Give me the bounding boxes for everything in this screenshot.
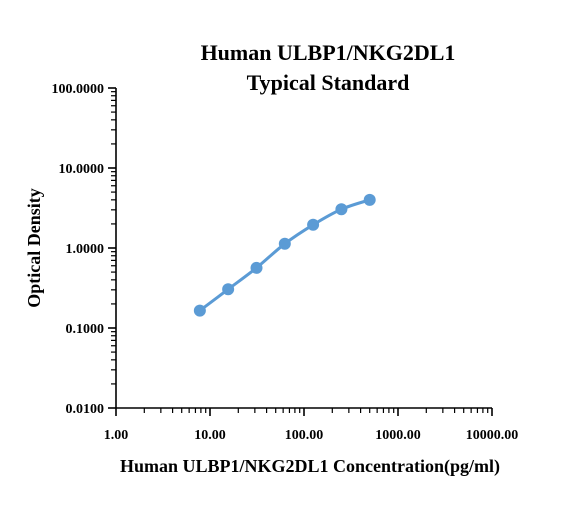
tick-marks [108, 87, 493, 416]
data-point [250, 261, 263, 274]
data-point [335, 203, 348, 216]
data-point [363, 193, 376, 206]
x-tick-label: 100.00 [285, 428, 324, 443]
y-axis-label: Optical Density [24, 188, 44, 308]
chart-title-line-2: Typical Standard [247, 70, 410, 95]
data-point [193, 304, 206, 317]
x-tick-label: 10.00 [194, 428, 226, 443]
x-axis-label: Human ULBP1/NKG2DL1 Concentration(pg/ml) [120, 456, 500, 477]
y-tick-label: 1.0000 [66, 242, 105, 257]
data-point [222, 283, 235, 296]
y-tick-label: 100.0000 [52, 82, 105, 97]
x-tick-label: 1000.00 [375, 428, 421, 443]
y-tick-label: 10.0000 [59, 162, 105, 177]
x-tick-label: 10000.00 [466, 428, 519, 443]
chart-title-line-1: Human ULBP1/NKG2DL1 [201, 40, 456, 65]
x-tick-label: 1.00 [104, 428, 129, 443]
axes [115, 88, 492, 409]
data-point [278, 237, 291, 250]
data-series [193, 193, 376, 317]
tick-labels: 1.00 10.00 100.00 1000.00 10000.00 0.0100 0.10… [52, 82, 519, 443]
y-tick-label: 0.0100 [66, 402, 105, 417]
data-point [307, 218, 320, 231]
y-tick-label: 0.1000 [66, 322, 105, 337]
